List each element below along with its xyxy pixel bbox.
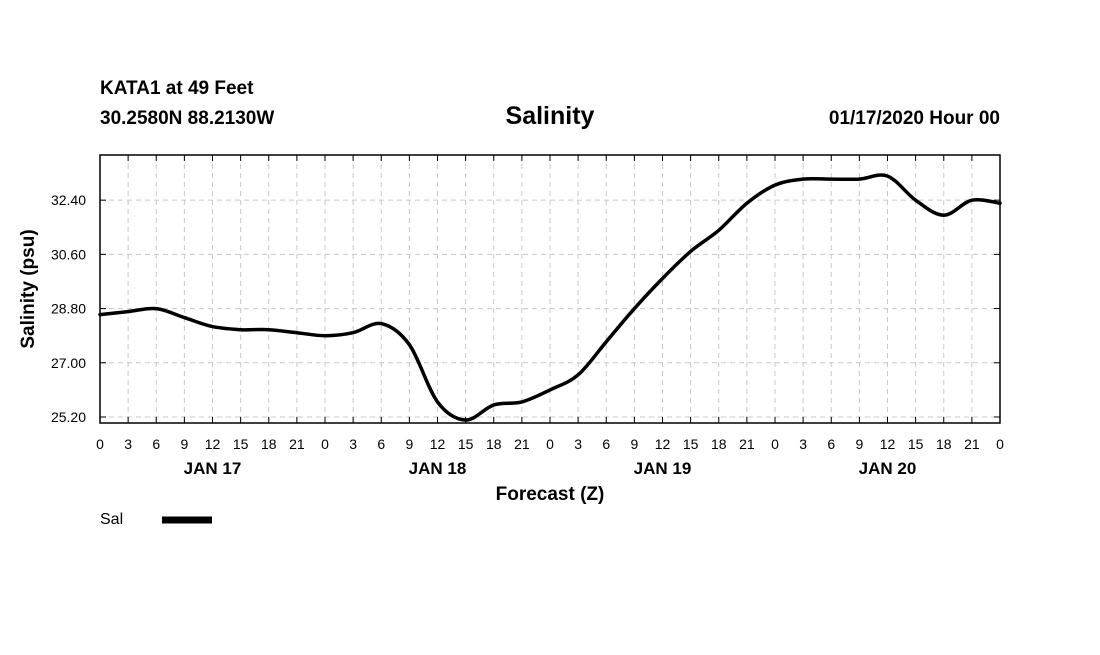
y-tick-label: 30.60	[51, 246, 86, 262]
x-tick-label: 0	[546, 436, 554, 452]
x-tick-label: 3	[124, 436, 132, 452]
day-label: JAN 20	[859, 459, 917, 478]
x-tick-label: 12	[880, 436, 896, 452]
x-axis-label: Forecast (Z)	[496, 484, 605, 505]
x-tick-label: 6	[827, 436, 835, 452]
coords-label: 30.2580N 88.2130W	[100, 108, 274, 129]
x-tick-label: 12	[205, 436, 221, 452]
x-tick-label: 3	[574, 436, 582, 452]
x-tick-label: 21	[964, 436, 980, 452]
x-tick-label: 3	[349, 436, 357, 452]
x-tick-label: 12	[430, 436, 446, 452]
y-tick-label: 27.00	[51, 355, 86, 371]
x-tick-label: 18	[261, 436, 277, 452]
day-label: JAN 18	[409, 459, 467, 478]
x-tick-label: 6	[602, 436, 610, 452]
x-tick-label: 0	[321, 436, 329, 452]
x-tick-label: 21	[739, 436, 755, 452]
x-tick-label: 3	[799, 436, 807, 452]
x-tick-label: 21	[514, 436, 530, 452]
x-tick-label: 9	[405, 436, 413, 452]
chart-title: Salinity	[506, 102, 595, 130]
y-axis-label: Salinity (psu)	[18, 229, 39, 348]
x-tick-label: 12	[655, 436, 671, 452]
y-tick-label: 32.40	[51, 192, 86, 208]
x-tick-label: 15	[458, 436, 474, 452]
x-tick-label: 0	[996, 436, 1004, 452]
x-tick-label: 9	[180, 436, 188, 452]
x-tick-label: 18	[711, 436, 727, 452]
x-tick-label: 6	[152, 436, 160, 452]
x-tick-label: 15	[233, 436, 249, 452]
y-tick-label: 28.80	[51, 301, 86, 317]
x-tick-label: 9	[630, 436, 638, 452]
x-tick-label: 18	[486, 436, 502, 452]
x-tick-label: 21	[289, 436, 305, 452]
x-tick-label: 0	[771, 436, 779, 452]
x-tick-label: 0	[96, 436, 104, 452]
x-tick-label: 18	[936, 436, 952, 452]
x-tick-label: 9	[855, 436, 863, 452]
x-tick-label: 15	[908, 436, 924, 452]
station-label: KATA1 at 49 Feet	[100, 78, 254, 99]
x-tick-label: 15	[683, 436, 699, 452]
x-tick-label: 6	[377, 436, 385, 452]
grid-lines	[100, 155, 1000, 423]
datetime-label: 01/17/2020 Hour 00	[829, 108, 1000, 129]
legend-label: Sal	[100, 511, 123, 528]
day-labels: JAN 17 JAN 18 JAN 19 JAN 20	[184, 459, 917, 478]
y-tick-label: 25.20	[51, 409, 86, 425]
day-label: JAN 17	[184, 459, 242, 478]
day-label: JAN 19	[634, 459, 692, 478]
